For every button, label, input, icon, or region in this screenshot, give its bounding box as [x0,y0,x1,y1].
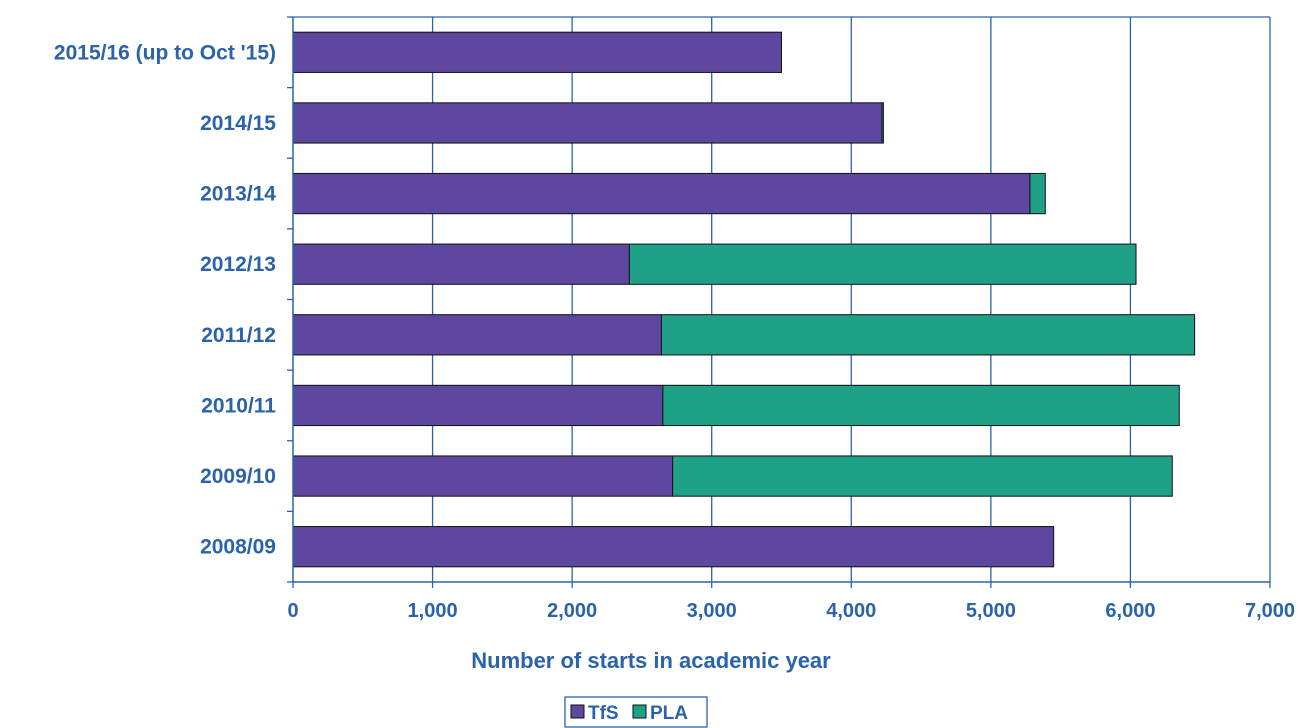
category-label: 2013/14 [200,183,276,206]
bar-pla-6 [672,455,1173,497]
x-tick-labels: 0 1,000 2,000 3,000 4,000 5,000 6,000 7,000 [287,600,1295,622]
category-label: 2014/15 [200,112,276,135]
category-label: 2012/13 [200,253,276,276]
category-labels: 2015/16 (up to Oct '15) 2014/15 2013/14 201… [54,41,276,558]
legend-label-tfs: TfS [588,703,619,724]
x-axis-title: Number of starts in academic year [471,648,831,673]
x-tick-label: 5,000 [966,600,1016,622]
bar-tfs-3 [292,243,630,285]
bars [292,31,1196,568]
category-label: 2011/12 [201,324,276,347]
x-tick-label: 4,000 [826,600,876,622]
bar-pla-2 [1029,172,1046,215]
x-tick-label: 2,000 [547,600,597,622]
legend-swatch-tfs [570,704,585,719]
gridlines [293,16,1271,582]
bar-tfs-7 [292,526,1055,568]
bar-pla-3 [628,243,1137,285]
x-tick-label: 7,000 [1245,600,1295,622]
category-label: 2009/10 [200,465,276,488]
bar-pla-4 [660,314,1196,356]
bar-pla-1 [881,102,884,144]
category-label: 2015/16 (up to Oct '15) [54,41,276,64]
bar-tfs-1 [292,102,883,144]
bar-tfs-4 [292,314,662,356]
bar-tfs-6 [292,455,674,497]
bar-tfs-2 [292,172,1031,215]
legend-swatch-pla [632,704,647,719]
x-tick-label: 0 [287,600,298,622]
category-label: 2008/09 [200,536,276,559]
x-tick-label: 6,000 [1105,600,1155,622]
x-tick-label: 1,000 [408,600,458,622]
bar-tfs-5 [292,384,664,427]
x-tick-label: 3,000 [687,600,737,622]
category-label: 2010/11 [201,394,276,417]
bar-pla-5 [662,384,1180,427]
legend-label-pla: PLA [650,703,688,724]
legend: TfS PLA [564,696,708,728]
bar-tfs-0 [292,31,782,73]
axes [287,16,1271,588]
